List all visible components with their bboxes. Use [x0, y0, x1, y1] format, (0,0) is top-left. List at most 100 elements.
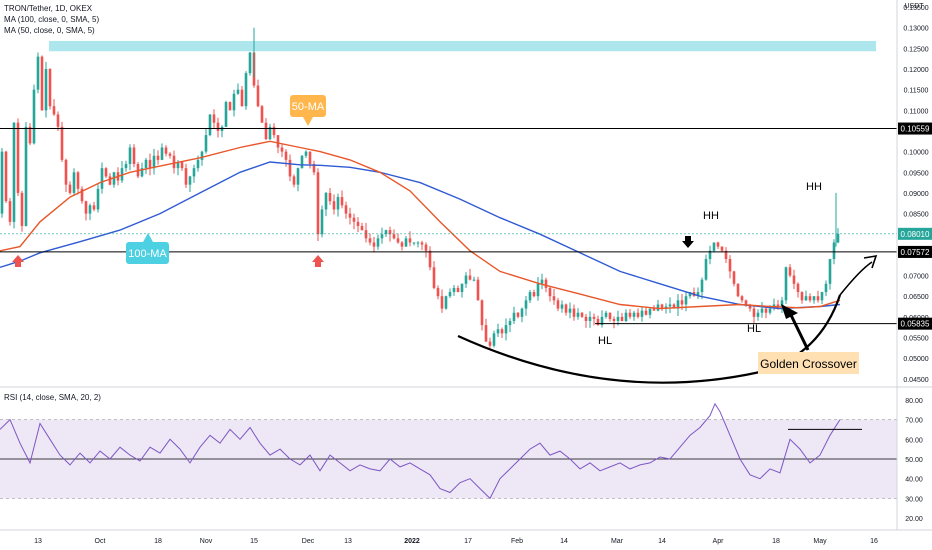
neckline-badge: 0.07572 [898, 245, 932, 258]
time-tick-label: 18 [154, 538, 162, 545]
candle-body [712, 242, 716, 251]
price-tick-label: 0.07000 [903, 274, 928, 281]
current-price-badge: 0.08010 [898, 227, 932, 240]
candle-body [564, 304, 568, 313]
candle-body [612, 318, 616, 321]
candle-body [336, 197, 340, 210]
time-tick-label: 14 [658, 538, 666, 545]
candle-body [628, 312, 632, 317]
candle-body [588, 316, 592, 321]
candle-body [476, 279, 480, 301]
candle-body [232, 93, 236, 111]
crossover-pointer-head [781, 304, 798, 319]
up-arrow-icon [12, 255, 24, 267]
candle-body [464, 275, 468, 284]
rsi-tick-label: 20.00 [905, 516, 923, 523]
candle-body [528, 292, 532, 301]
candle-body [96, 188, 100, 210]
candle-body [392, 234, 396, 239]
candle-body [468, 275, 472, 280]
time-tick-label: Mar [611, 538, 624, 545]
candle-body [708, 250, 712, 260]
candle-body [196, 159, 200, 169]
candle-body [148, 159, 152, 169]
candle-body [776, 304, 780, 307]
candle-body [132, 147, 136, 165]
candle-body [456, 287, 460, 293]
ma50-callout: 50-MA [290, 95, 326, 126]
hl-label: HL [747, 323, 761, 335]
candle-body [28, 126, 32, 144]
candle-body [792, 275, 796, 284]
candle-body [180, 161, 184, 169]
resistance-badge: 0.10559 [898, 122, 932, 135]
candle-body [448, 292, 452, 297]
candle-body [268, 126, 272, 140]
candle-body [0, 151, 4, 214]
candle-body [496, 329, 500, 334]
candle-body [620, 316, 624, 321]
candle-body [324, 192, 328, 210]
price-tick-label: 0.09500 [903, 170, 928, 177]
time-tick-label: 13 [34, 538, 42, 545]
candle-body [804, 296, 808, 301]
candle-body [596, 318, 600, 326]
candle-body [48, 69, 52, 107]
candle-body [452, 287, 456, 293]
candle-body [484, 325, 488, 342]
candle-body [724, 250, 728, 260]
candle-body [632, 312, 636, 317]
candle-body [20, 192, 24, 226]
golden-crossover-callout: Golden Crossover [758, 352, 859, 374]
candle-body [40, 56, 44, 111]
candle-body [572, 308, 576, 317]
candle-body [700, 279, 704, 293]
candle-body [312, 164, 316, 173]
candle-body [668, 304, 672, 307]
candle-body [548, 287, 552, 297]
candle-body [512, 312, 516, 321]
candle-body [600, 316, 604, 326]
candle-body [368, 238, 372, 243]
candle-body [300, 155, 304, 169]
rsi-tick-label: 50.00 [905, 457, 923, 464]
candle-body [56, 114, 60, 127]
candle-body [204, 135, 208, 152]
candle-body [836, 233, 840, 243]
time-tick-label: Nov [200, 538, 213, 545]
price-tick-label: 0.08500 [903, 212, 928, 219]
time-tick-label: 15 [250, 538, 258, 545]
candle-body [108, 176, 112, 185]
candle-body [156, 155, 160, 160]
candle-body [308, 151, 312, 165]
candle-body [68, 184, 72, 193]
candle-body [348, 213, 352, 218]
candle-body [100, 168, 104, 189]
time-tick-label: Oct [95, 538, 106, 545]
candle-body [756, 312, 760, 317]
candle-body [216, 122, 220, 131]
candle-body [664, 306, 668, 309]
candle-body [560, 304, 564, 309]
candle-body [788, 267, 792, 276]
candle-body [364, 230, 368, 239]
candle-body [508, 320, 512, 326]
candle-body [344, 205, 348, 214]
candle-body [540, 279, 544, 284]
candle-body [16, 122, 20, 193]
time-tick-label: 13 [344, 538, 352, 545]
candle-body [356, 221, 360, 226]
price-tick-label: 0.13500 [903, 5, 928, 12]
time-tick-label: 14 [560, 538, 568, 545]
candle-body [472, 279, 476, 281]
candle-body [532, 292, 536, 297]
price-tick-label: 0.04500 [903, 377, 928, 384]
candle-body [684, 296, 688, 305]
price-tick-label: 0.13000 [903, 26, 928, 33]
candle-body [168, 153, 172, 156]
candle-body [64, 159, 68, 185]
candle-body [672, 304, 676, 309]
candle-body [32, 89, 36, 144]
candle-body [416, 242, 420, 244]
